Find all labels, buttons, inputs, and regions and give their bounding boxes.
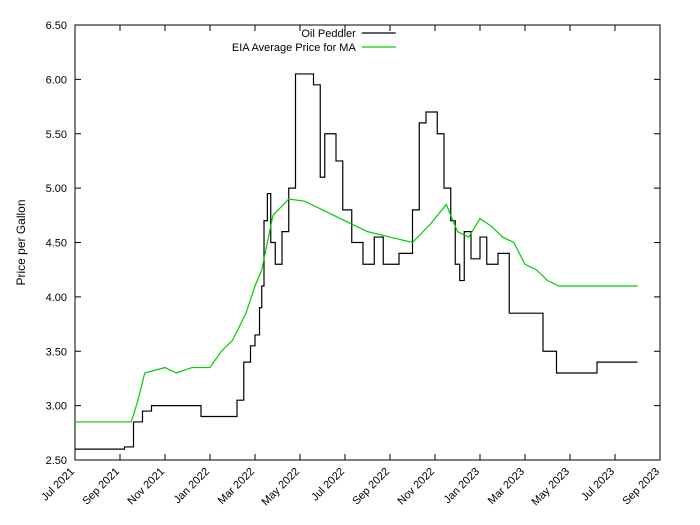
ytick-label: 5.00	[46, 183, 67, 195]
y-axis-label: Price per Gallon	[14, 199, 28, 285]
xtick-label: Mar 2022	[216, 466, 257, 507]
xtick-label: Jul 2022	[309, 466, 347, 504]
xtick-label: Jul 2023	[579, 466, 617, 504]
ytick-label: 3.00	[46, 401, 67, 413]
ytick-label: 4.50	[46, 238, 67, 250]
plot-border	[75, 25, 660, 460]
xtick-label: Nov 2021	[125, 466, 167, 508]
xtick-label: Nov 2022	[395, 466, 437, 508]
xtick-label: Mar 2023	[486, 466, 527, 507]
legend-label: Oil Peddler	[301, 28, 356, 40]
series-eia-average-price-for-ma	[75, 199, 638, 422]
xtick-label: Sep 2021	[80, 466, 122, 508]
ytick-label: 6.00	[46, 74, 67, 86]
line-chart: 2.50 3.00 3.50 4.00 4.50 5.00 5.50 6.00 6.50 Jul …	[0, 0, 700, 525]
ytick-label: 4.00	[46, 292, 67, 304]
ytick-label: 3.50	[46, 346, 67, 358]
xtick-label: Sep 2023	[620, 466, 662, 508]
series-oil-peddler	[75, 74, 638, 449]
ytick-label: 2.50	[46, 455, 67, 467]
xtick-label: Jul 2021	[39, 466, 77, 504]
xtick-label: Jan 2023	[442, 466, 482, 506]
chart-container: 2.50 3.00 3.50 4.00 4.50 5.00 5.50 6.00 6.50 Jul …	[0, 0, 700, 525]
ytick-label: 6.50	[46, 20, 67, 32]
xtick-label: May 2023	[529, 466, 572, 509]
ytick-label: 5.50	[46, 129, 67, 141]
xtick-label: May 2022	[259, 466, 302, 509]
legend-label: EIA Average Price for MA	[232, 42, 357, 54]
xtick-label: Jan 2022	[172, 466, 212, 506]
xtick-label: Sep 2022	[350, 466, 392, 508]
